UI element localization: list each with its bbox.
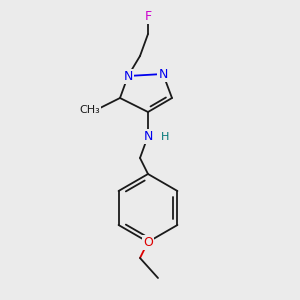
Text: N: N bbox=[158, 68, 168, 80]
Text: F: F bbox=[144, 10, 152, 22]
Text: N: N bbox=[123, 70, 133, 83]
Text: CH₃: CH₃ bbox=[80, 105, 100, 115]
Text: O: O bbox=[143, 236, 153, 248]
Text: N: N bbox=[143, 130, 153, 142]
Text: H: H bbox=[161, 132, 169, 142]
